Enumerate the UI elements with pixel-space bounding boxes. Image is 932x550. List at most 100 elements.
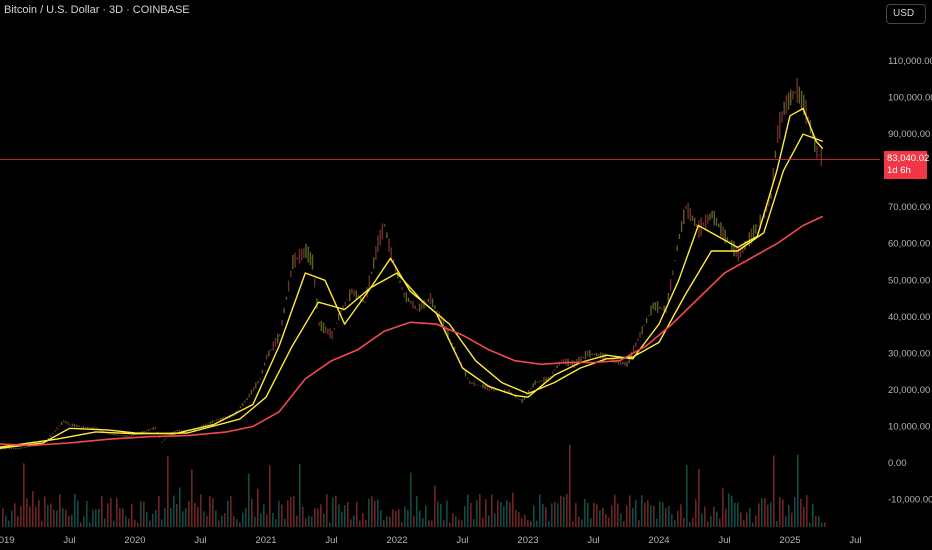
price-candle xyxy=(456,352,458,355)
price-candle xyxy=(453,346,456,351)
volume-bar xyxy=(377,499,379,527)
price-candle xyxy=(798,86,801,104)
volume-bar xyxy=(662,502,664,527)
volume-bar xyxy=(779,496,781,527)
price-candle xyxy=(790,89,792,106)
y-tick-label: 110,000.00 xyxy=(888,56,932,67)
volume-bar xyxy=(266,514,268,527)
volume-bar xyxy=(254,516,256,527)
volume-bar xyxy=(164,508,166,527)
price-candle xyxy=(530,387,532,390)
price-candle xyxy=(213,420,215,422)
price-candle xyxy=(750,228,753,245)
volume-bar xyxy=(35,506,37,527)
volume-bar xyxy=(797,454,799,527)
price-candle xyxy=(678,233,681,239)
price-candle xyxy=(360,296,362,301)
volume-bar xyxy=(641,495,643,527)
price-candle xyxy=(458,357,460,360)
price-candle xyxy=(76,424,78,428)
price-candle xyxy=(63,420,65,422)
price-candle xyxy=(82,426,84,429)
volume-bar xyxy=(521,518,523,527)
price-candle xyxy=(10,448,13,450)
time-axis[interactable]: 2019 Jul 2020 Jul 2021 Jul 2022 Jul 2023 Jul 2024 J… xyxy=(0,535,862,546)
x-tick-label: 2020 xyxy=(124,535,145,546)
volume-bar xyxy=(719,518,721,527)
price-candle xyxy=(811,132,814,139)
x-tick-label: Jul xyxy=(849,535,861,546)
volume-bar xyxy=(728,493,730,527)
price-candle xyxy=(1,448,4,450)
volume-bar xyxy=(455,516,457,527)
price-candle xyxy=(95,427,98,430)
y-tick-label: 70,000.00 xyxy=(888,202,930,213)
price-candle xyxy=(111,434,113,435)
price-candle xyxy=(89,427,91,429)
price-candle xyxy=(183,430,185,432)
price-candle xyxy=(128,435,130,438)
volume-bar xyxy=(314,508,316,527)
volume-bar xyxy=(431,520,433,527)
price-candle xyxy=(148,428,150,432)
price-candle xyxy=(641,326,643,335)
volume-bar xyxy=(104,518,106,527)
price-candle xyxy=(517,397,519,399)
price-candle xyxy=(67,422,69,425)
price-candle xyxy=(440,315,443,325)
price-candle xyxy=(722,226,724,240)
volume-bar xyxy=(8,520,10,527)
price-candle xyxy=(15,448,17,450)
price-candle xyxy=(386,232,388,239)
volume-bar xyxy=(158,495,160,527)
price-candle xyxy=(534,380,536,385)
price-candle xyxy=(683,209,685,225)
price-candle xyxy=(159,436,161,438)
price-candle xyxy=(680,221,683,233)
exchange-label: COINBASE xyxy=(132,4,190,16)
price-candle xyxy=(54,430,56,432)
volume-bar xyxy=(338,504,340,527)
price-candle xyxy=(436,310,438,313)
price-candle xyxy=(307,246,309,263)
volume-bar xyxy=(653,505,655,527)
volume-bar xyxy=(122,508,124,527)
price-candle xyxy=(47,438,50,440)
price-candle xyxy=(263,362,266,366)
price-candle xyxy=(17,448,19,450)
price-candle xyxy=(49,435,52,437)
sma_slow-line xyxy=(0,133,824,448)
volume-bar xyxy=(395,511,397,527)
volume-bar xyxy=(413,516,415,527)
currency-button[interactable]: USD xyxy=(886,4,926,24)
volume-bar xyxy=(110,498,112,527)
price-candle xyxy=(200,425,202,428)
price-candle xyxy=(211,420,213,424)
volume-bar xyxy=(680,504,682,527)
price-candle xyxy=(233,414,235,417)
price-candle xyxy=(742,243,744,254)
price-candle xyxy=(429,293,432,304)
volume-bars xyxy=(2,444,826,527)
volume-bar xyxy=(500,501,502,527)
volume-bar xyxy=(620,513,622,527)
price-candle xyxy=(543,376,545,384)
price-axis[interactable]: 110,000.00 100,000.00 90,000.00 70,000.00 60… xyxy=(888,56,932,506)
price-candle xyxy=(473,381,475,387)
volume-bar xyxy=(107,503,109,527)
price-candle xyxy=(718,223,720,228)
price-candle xyxy=(296,257,298,260)
volume-bar xyxy=(725,508,727,527)
volume-bar xyxy=(224,513,226,527)
price-candle xyxy=(447,329,449,339)
volume-bar xyxy=(752,522,754,527)
price-candle xyxy=(318,322,320,326)
volume-bar xyxy=(92,509,94,527)
price-candle xyxy=(752,224,755,241)
price-candle xyxy=(445,326,447,333)
price-candle xyxy=(19,447,21,449)
price-candle xyxy=(381,223,384,240)
price-candle xyxy=(635,342,637,348)
price-candle xyxy=(335,322,338,324)
